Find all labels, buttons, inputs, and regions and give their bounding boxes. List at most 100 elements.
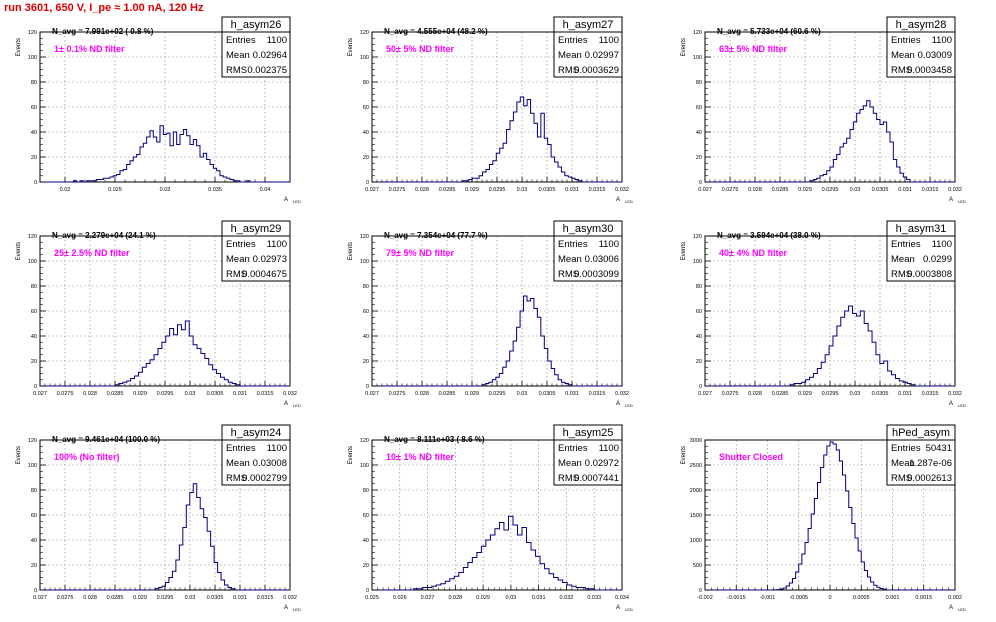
x-tick-label: 0.03 bbox=[517, 391, 528, 397]
stats-box bbox=[886, 424, 956, 486]
stats-value: 0.0007441 bbox=[574, 473, 619, 484]
stats-key: RMS bbox=[891, 473, 912, 484]
stats-key: RMS bbox=[226, 473, 247, 484]
stats-key: RMS bbox=[226, 269, 247, 280]
stats-key: Mean bbox=[226, 254, 250, 265]
stats-value: 1100 bbox=[599, 239, 619, 250]
stats-title: h_asym24 bbox=[231, 427, 282, 439]
y-tick-label: 80 bbox=[31, 80, 37, 86]
x-tick-label: 0.029 bbox=[798, 187, 812, 193]
x-tick-label: -0.0005 bbox=[789, 595, 808, 601]
x-tick-label: 0.028 bbox=[83, 595, 97, 601]
stats-value: 0.0002799 bbox=[242, 473, 287, 484]
stats-value: 0.02972 bbox=[585, 458, 619, 469]
histogram-panel-hPed_asym: -0.002 -0.0015 -0.001 -0.0005 0 0.0005 0.001 0.… bbox=[681, 424, 966, 612]
y-tick-label: 500 bbox=[693, 563, 702, 569]
stats-value: 1100 bbox=[267, 443, 287, 454]
x-tick-label: 0.034 bbox=[615, 595, 629, 601]
x-tick-label: 0.028 bbox=[448, 595, 462, 601]
x-tick-label: 0.031 bbox=[898, 391, 912, 397]
stats-value: 0.02973 bbox=[253, 254, 287, 265]
x-tick-label: 0.0315 bbox=[589, 187, 606, 193]
x-axis-subscript: LED bbox=[625, 403, 633, 408]
y-tick-label: 20 bbox=[696, 155, 702, 161]
y-tick-label: 80 bbox=[363, 284, 369, 290]
x-tick-label: 0.0305 bbox=[872, 391, 889, 397]
histogram-line bbox=[372, 515, 622, 591]
navg-label: N_avg = 4.555e+04 (48.2 %) bbox=[384, 27, 488, 36]
x-tick-label: 0.0275 bbox=[722, 187, 739, 193]
stats-title: h_asym27 bbox=[563, 19, 614, 31]
stats-key: Mean bbox=[891, 254, 915, 265]
x-tick-label: 0.025 bbox=[108, 187, 122, 193]
stats-key: Entries bbox=[558, 35, 588, 46]
stats-key: RMS bbox=[558, 269, 579, 280]
filter-label: 79± 5% ND filter bbox=[386, 248, 454, 258]
x-tick-label: 0.031 bbox=[233, 391, 247, 397]
x-tick-label: 0 bbox=[828, 595, 831, 601]
stats-value: 0.0004675 bbox=[242, 269, 287, 280]
x-tick-label: 0.032 bbox=[615, 391, 629, 397]
y-axis-title: Events bbox=[16, 38, 22, 56]
x-tick-label: 0.03 bbox=[185, 391, 196, 397]
stats-title: h_asym28 bbox=[896, 19, 947, 31]
x-tick-label: 0.028 bbox=[415, 187, 429, 193]
x-tick-label: 0.032 bbox=[948, 391, 962, 397]
x-tick-label: 0.04 bbox=[260, 187, 271, 193]
x-tick-label: 0.0285 bbox=[772, 187, 789, 193]
x-tick-label: 0.0285 bbox=[439, 187, 456, 193]
stats-value: 0.0003099 bbox=[574, 269, 619, 280]
x-tick-label: 0.029 bbox=[133, 595, 147, 601]
stats-value: 1100 bbox=[932, 35, 952, 46]
x-tick-label: 0.031 bbox=[565, 187, 579, 193]
y-tick-label: 60 bbox=[31, 513, 37, 519]
x-tick-label: 0.027 bbox=[365, 391, 379, 397]
y-tick-label: 120 bbox=[28, 438, 37, 444]
y-tick-label: 60 bbox=[363, 513, 369, 519]
x-tick-label: 0.0275 bbox=[389, 187, 406, 193]
x-tick-label: 0.0315 bbox=[922, 391, 939, 397]
y-tick-label: 120 bbox=[693, 30, 702, 36]
filter-label: 10± 1% ND filter bbox=[386, 452, 454, 462]
x-tick-label: 0.029 bbox=[133, 391, 147, 397]
histogram-line bbox=[40, 320, 290, 387]
y-tick-label: 60 bbox=[696, 309, 702, 315]
stats-value: 1100 bbox=[599, 35, 619, 46]
x-tick-label: 0.0015 bbox=[915, 595, 932, 601]
x-axis-title: A bbox=[949, 197, 953, 203]
stats-key: Mean bbox=[891, 50, 915, 61]
x-axis-title: A bbox=[616, 605, 620, 611]
stats-key: RMS bbox=[226, 65, 247, 76]
stats-key: Entries bbox=[226, 443, 256, 454]
filter-label: 50± 5% ND filter bbox=[386, 44, 454, 54]
x-tick-label: 0.0305 bbox=[539, 187, 556, 193]
stats-value: 0.0003458 bbox=[907, 65, 952, 76]
y-tick-label: 2000 bbox=[690, 488, 702, 494]
y-tick-label: 0 bbox=[366, 180, 369, 186]
x-tick-label: 0.028 bbox=[415, 391, 429, 397]
stats-title: h_asym25 bbox=[563, 427, 614, 439]
y-tick-label: 120 bbox=[693, 234, 702, 240]
x-tick-label: 0.032 bbox=[948, 187, 962, 193]
x-axis-subscript: LED bbox=[293, 199, 301, 204]
x-axis-title: A bbox=[284, 197, 288, 203]
y-tick-label: 60 bbox=[31, 105, 37, 111]
x-tick-label: 0.031 bbox=[565, 391, 579, 397]
x-tick-label: -0.002 bbox=[697, 595, 713, 601]
stats-box bbox=[886, 220, 956, 282]
stats-title: hPed_asym bbox=[892, 427, 950, 439]
y-tick-label: 40 bbox=[696, 334, 702, 340]
y-tick-label: 0 bbox=[699, 180, 702, 186]
x-tick-label: 0.033 bbox=[587, 595, 601, 601]
y-axis-title: Events bbox=[16, 242, 22, 260]
x-tick-label: 0.029 bbox=[476, 595, 490, 601]
x-axis-title: A bbox=[284, 401, 288, 407]
y-axis-title: Events bbox=[681, 38, 687, 56]
navg-label: N_avg = 5.733e+04 (60.6 %) bbox=[717, 27, 821, 36]
x-axis-title: A bbox=[616, 401, 620, 407]
y-tick-label: 40 bbox=[696, 130, 702, 136]
x-axis-subscript: LED bbox=[293, 403, 301, 408]
stats-value: 0.02997 bbox=[585, 50, 619, 61]
y-tick-label: 20 bbox=[363, 155, 369, 161]
histogram-panel-h_asym26: 0.02 0.025 0.03 0.035 0.04 0 20 40 60 80 100 120 A LE… bbox=[16, 16, 301, 204]
